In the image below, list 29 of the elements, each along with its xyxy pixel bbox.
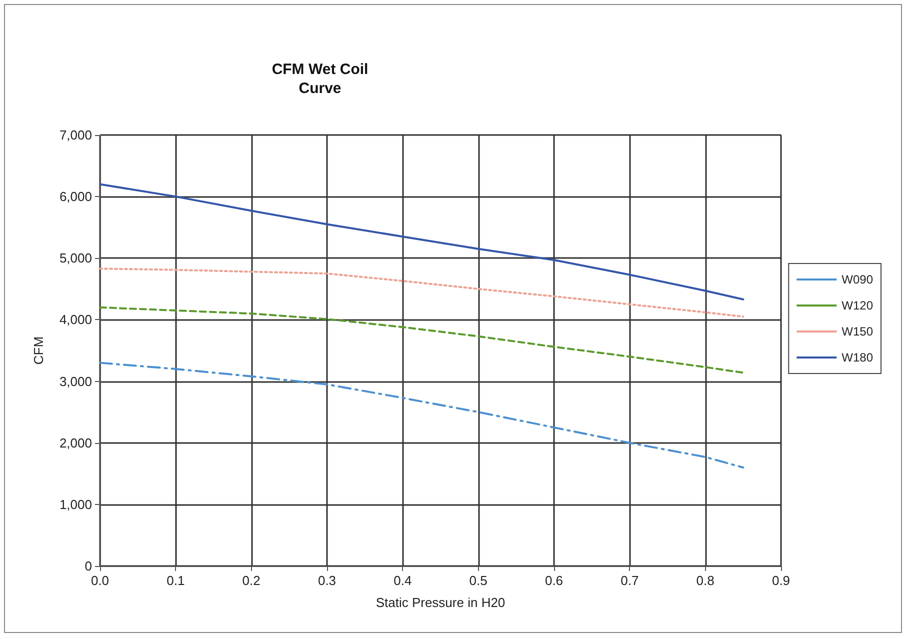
line-series (99, 268, 744, 318)
x-tick-label: 0.4 (394, 573, 412, 588)
line-series (99, 183, 744, 300)
y-axis-title: CFM (31, 336, 46, 365)
y-tick-label: 6,000 (59, 189, 92, 204)
y-tick-label: 0 (84, 558, 92, 574)
x-tick-label: 0.8 (696, 573, 714, 588)
x-tick-label: 0.2 (242, 573, 260, 588)
y-tick-label: 3,000 (59, 374, 92, 389)
x-axis-title: Static Pressure in H20 (376, 595, 506, 610)
chart-title: CFM Wet Coil Curve (272, 61, 368, 97)
x-tick-label: 0.1 (166, 573, 185, 588)
legend-label: W120 (842, 298, 874, 312)
x-tick-label: 0.9 (772, 573, 790, 588)
legend-label: W180 (842, 350, 874, 364)
legend-label: W090 (842, 272, 874, 286)
x-tick-label: 0.0 (90, 573, 110, 588)
line-series (99, 306, 744, 374)
y-tick-label: 4,000 (59, 312, 92, 328)
x-tick-label: 0.3 (318, 573, 336, 588)
y-tick-label: 7,000 (59, 128, 92, 142)
line-series (99, 362, 744, 468)
y-tick-label: 5,000 (59, 250, 92, 266)
x-tick-label: 0.7 (620, 573, 639, 588)
y-tick-label: 1,000 (59, 496, 92, 512)
x-tick-label: 0.6 (544, 573, 564, 588)
y-tick-label: 2,000 (59, 435, 92, 450)
legend-label: W150 (842, 324, 874, 338)
x-tick-label: 0.5 (469, 573, 488, 588)
